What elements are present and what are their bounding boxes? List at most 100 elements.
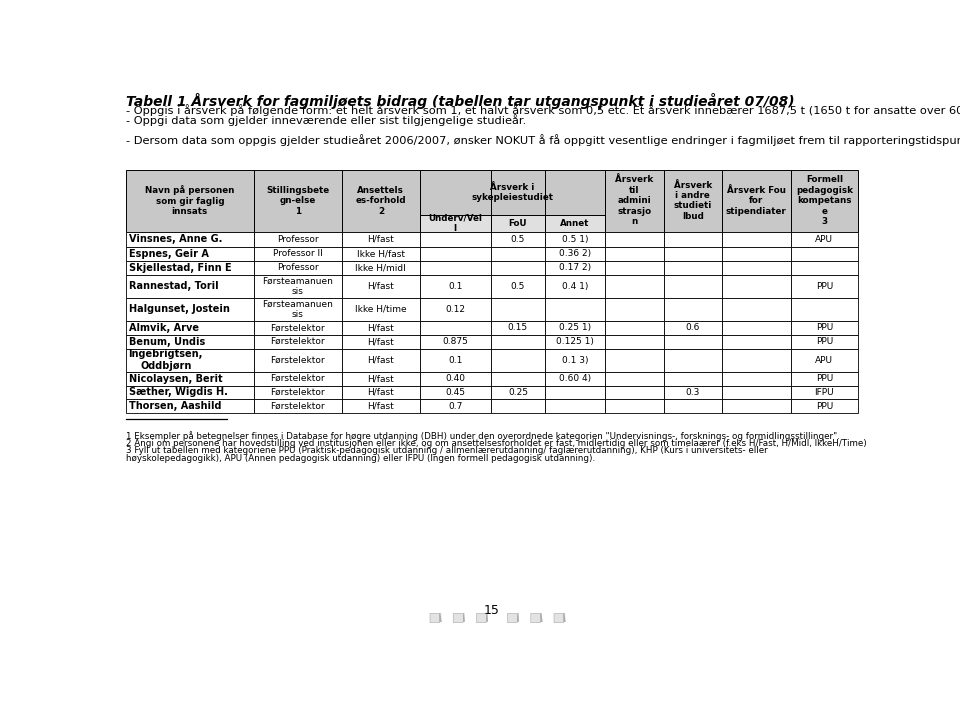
Text: Ikke H/time: Ikke H/time bbox=[355, 305, 407, 314]
Bar bbox=[491, 399, 545, 413]
Bar bbox=[342, 170, 420, 231]
Text: 1 Eksempler på betegnelser finnes i Database for høgre utdanning (DBH) under den: 1 Eksempler på betegnelser finnes i Data… bbox=[126, 431, 840, 441]
Bar bbox=[663, 231, 722, 247]
Bar bbox=[606, 386, 663, 399]
Bar bbox=[342, 247, 420, 261]
Bar bbox=[126, 321, 253, 334]
Text: 0.25 1): 0.25 1) bbox=[559, 323, 591, 332]
Text: Årsverk i
sykepleiestudiet: Årsverk i sykepleiestudiet bbox=[471, 182, 554, 202]
Text: 0.1: 0.1 bbox=[448, 356, 463, 365]
Bar bbox=[606, 399, 663, 413]
Bar bbox=[420, 334, 491, 349]
Text: Almvik, Arve: Almvik, Arve bbox=[129, 323, 199, 333]
Text: Ikke H/fast: Ikke H/fast bbox=[357, 249, 405, 258]
Bar bbox=[545, 334, 606, 349]
Bar bbox=[663, 247, 722, 261]
Text: Formell
pedagogisk
kompetans
e
3: Formell pedagogisk kompetans e 3 bbox=[796, 175, 852, 226]
Text: 0.15: 0.15 bbox=[508, 323, 528, 332]
Polygon shape bbox=[453, 613, 464, 623]
Bar bbox=[722, 349, 791, 371]
Bar bbox=[722, 170, 791, 231]
Bar bbox=[545, 321, 606, 334]
Bar bbox=[342, 231, 420, 247]
Text: Vinsnes, Anne G.: Vinsnes, Anne G. bbox=[129, 234, 222, 244]
Text: Årsverk Fou
for
stipendiater: Årsverk Fou for stipendiater bbox=[726, 186, 787, 216]
Bar bbox=[126, 170, 253, 231]
Polygon shape bbox=[531, 613, 541, 623]
Text: 0.5 1): 0.5 1) bbox=[562, 235, 588, 244]
Polygon shape bbox=[554, 613, 564, 623]
Bar bbox=[545, 297, 606, 321]
Bar bbox=[791, 231, 858, 247]
Bar bbox=[722, 231, 791, 247]
Text: IFPU: IFPU bbox=[814, 388, 834, 397]
Bar bbox=[545, 371, 606, 386]
Text: Årsverk
til
admini
strasjo
n: Årsverk til admini strasjo n bbox=[615, 175, 654, 226]
Polygon shape bbox=[476, 613, 488, 623]
Bar bbox=[253, 334, 342, 349]
Bar bbox=[420, 297, 491, 321]
Bar bbox=[491, 321, 545, 334]
Text: Professor: Professor bbox=[276, 263, 319, 272]
Text: 0.17 2): 0.17 2) bbox=[559, 263, 591, 272]
Bar bbox=[253, 275, 342, 297]
Text: Førsteamanuen
sis: Førsteamanuen sis bbox=[262, 276, 333, 296]
Bar bbox=[420, 261, 491, 275]
Bar bbox=[342, 321, 420, 334]
Text: PPU: PPU bbox=[816, 323, 833, 332]
Bar bbox=[253, 321, 342, 334]
Text: 0.1 3): 0.1 3) bbox=[562, 356, 588, 365]
Bar bbox=[722, 321, 791, 334]
Text: høyskolepedagogikk), APU (Annen pedagogisk utdanning) eller IFPU (Ingen formell : høyskolepedagogikk), APU (Annen pedagogi… bbox=[126, 454, 595, 463]
Text: H/fast: H/fast bbox=[368, 388, 395, 397]
Text: Førstelektor: Førstelektor bbox=[271, 388, 325, 397]
Text: 3 Fyll ut tabellen med kategoriene PPU (Praktisk-pedagogisk utdanning / allmenlæ: 3 Fyll ut tabellen med kategoriene PPU (… bbox=[126, 447, 768, 455]
Bar bbox=[545, 386, 606, 399]
Bar bbox=[253, 371, 342, 386]
Bar bbox=[126, 247, 253, 261]
Bar bbox=[663, 170, 722, 231]
Text: PPU: PPU bbox=[816, 282, 833, 290]
Bar bbox=[545, 247, 606, 261]
Text: Førsteamanuen
sis: Førsteamanuen sis bbox=[262, 300, 333, 319]
Bar bbox=[663, 275, 722, 297]
Bar bbox=[545, 231, 606, 247]
Bar bbox=[791, 371, 858, 386]
Text: Professor: Professor bbox=[276, 235, 319, 244]
Bar bbox=[722, 386, 791, 399]
Text: Underv/Vei
l: Underv/Vei l bbox=[428, 213, 482, 233]
Text: Rannestad, Toril: Rannestad, Toril bbox=[129, 281, 218, 291]
Text: Skjellestad, Finn E: Skjellestad, Finn E bbox=[129, 263, 231, 273]
Bar bbox=[663, 371, 722, 386]
Text: Navn på personen
som gir faglig
innsats: Navn på personen som gir faglig innsats bbox=[145, 185, 234, 216]
Text: Professor II: Professor II bbox=[273, 249, 323, 258]
Bar bbox=[791, 334, 858, 349]
Text: Espnes, Geir A: Espnes, Geir A bbox=[129, 248, 208, 259]
Bar bbox=[791, 386, 858, 399]
Text: 0.12: 0.12 bbox=[445, 305, 466, 314]
Bar bbox=[491, 170, 545, 214]
Bar bbox=[420, 386, 491, 399]
Bar bbox=[420, 247, 491, 261]
Text: 0.5: 0.5 bbox=[511, 282, 525, 290]
Text: H/fast: H/fast bbox=[368, 323, 395, 332]
Bar bbox=[491, 334, 545, 349]
Bar bbox=[342, 371, 420, 386]
Bar bbox=[491, 297, 545, 321]
Bar bbox=[606, 247, 663, 261]
Polygon shape bbox=[430, 613, 441, 623]
Text: APU: APU bbox=[815, 235, 833, 244]
Text: 0.3: 0.3 bbox=[685, 388, 700, 397]
Bar bbox=[606, 297, 663, 321]
Bar bbox=[420, 371, 491, 386]
Text: Førstelektor: Førstelektor bbox=[271, 337, 325, 346]
Bar bbox=[126, 297, 253, 321]
Bar bbox=[420, 349, 491, 371]
Bar bbox=[253, 297, 342, 321]
Bar bbox=[606, 371, 663, 386]
Bar bbox=[253, 261, 342, 275]
Bar bbox=[491, 214, 545, 231]
Bar bbox=[126, 261, 253, 275]
Text: 0.36 2): 0.36 2) bbox=[559, 249, 591, 258]
Bar bbox=[606, 231, 663, 247]
